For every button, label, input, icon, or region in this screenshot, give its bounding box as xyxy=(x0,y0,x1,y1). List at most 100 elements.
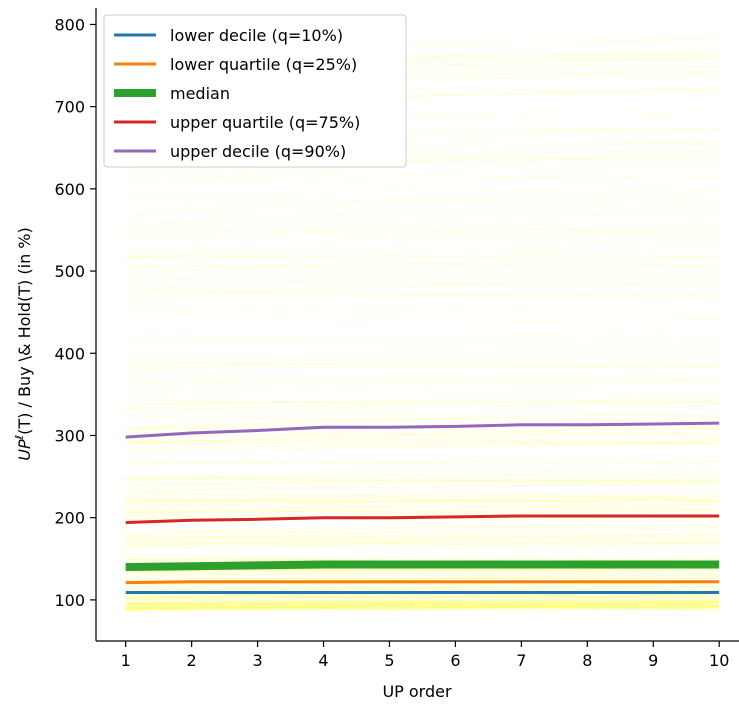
background-path xyxy=(125,217,720,226)
background-path xyxy=(125,210,720,234)
background-path xyxy=(125,292,720,301)
background-path xyxy=(125,570,720,578)
background-path xyxy=(125,600,720,603)
background-path xyxy=(125,607,720,612)
background-path xyxy=(125,240,720,259)
background-path xyxy=(125,597,720,600)
background-path xyxy=(125,257,720,275)
x-tick-label: 8 xyxy=(582,651,592,670)
background-path xyxy=(125,273,720,277)
background-path xyxy=(125,441,720,452)
background-path xyxy=(125,225,720,236)
background-path xyxy=(125,427,720,444)
background-path xyxy=(125,605,720,610)
background-path xyxy=(125,491,720,498)
background-path xyxy=(125,540,720,547)
background-path xyxy=(125,602,720,607)
background-path xyxy=(125,605,720,611)
background-path xyxy=(125,593,720,600)
x-tick-label: 5 xyxy=(384,651,394,670)
background-path xyxy=(125,509,720,514)
background-path xyxy=(125,598,720,605)
y-tick-label: 400 xyxy=(54,344,85,363)
axes-frame xyxy=(95,8,739,642)
background-path xyxy=(125,607,720,612)
background-path xyxy=(125,397,720,407)
background-path xyxy=(125,433,720,437)
background-path xyxy=(125,205,720,228)
background-path xyxy=(125,352,720,368)
background-path xyxy=(125,364,720,369)
background-path xyxy=(125,232,720,253)
background-path xyxy=(125,498,720,506)
background-path xyxy=(125,601,720,609)
x-tick-label: 6 xyxy=(450,651,460,670)
background-path xyxy=(125,576,720,582)
background-path xyxy=(125,534,720,543)
background-path xyxy=(125,190,720,219)
y-tick-label: 500 xyxy=(54,262,85,281)
x-tick-label: 3 xyxy=(252,651,262,670)
background-path xyxy=(125,361,720,366)
background-path xyxy=(125,377,720,396)
background-path xyxy=(125,540,720,544)
background-path xyxy=(125,602,720,606)
x-axis-ticks: 1 2 3 4 5 6 7 8 9 10 xyxy=(121,641,729,670)
y-tick-label: 200 xyxy=(54,509,85,528)
background-path xyxy=(125,566,720,573)
background-path xyxy=(125,170,720,179)
background-path xyxy=(125,599,720,607)
background-path xyxy=(125,483,720,492)
background-path xyxy=(125,390,720,399)
background-path xyxy=(125,441,720,456)
background-path xyxy=(125,306,720,312)
background-path xyxy=(125,356,720,373)
background-path xyxy=(125,318,720,336)
x-tick-label: 2 xyxy=(187,651,197,670)
background-path xyxy=(125,595,720,600)
background-path xyxy=(125,499,720,510)
background-path xyxy=(125,542,720,546)
background-path xyxy=(125,478,720,487)
series-line xyxy=(125,421,720,439)
x-axis-label: UP order xyxy=(382,682,452,701)
background-path xyxy=(125,469,720,480)
background-path xyxy=(125,401,720,409)
series-line xyxy=(125,560,720,571)
background-path xyxy=(125,497,720,502)
background-path xyxy=(125,460,720,465)
background-path xyxy=(125,414,720,423)
background-path xyxy=(125,371,720,390)
legend-items: lower decile (q=10%) lower quartile (q=25… xyxy=(114,26,360,161)
background-path xyxy=(125,440,720,444)
background-path xyxy=(125,339,720,344)
background-path xyxy=(125,603,720,608)
background-path xyxy=(125,226,720,235)
background-path xyxy=(125,400,720,405)
background-path xyxy=(125,573,720,577)
background-path xyxy=(125,355,720,367)
background-path xyxy=(125,596,720,601)
background-path xyxy=(125,601,720,605)
y-axis-label-superscript: ℓ xyxy=(13,435,26,441)
background-path xyxy=(125,472,720,480)
background-path xyxy=(125,403,720,416)
background-path xyxy=(125,290,720,298)
background-path xyxy=(125,228,720,236)
background-path xyxy=(125,602,720,607)
background-path xyxy=(125,511,720,520)
background-path xyxy=(125,377,720,384)
background-path xyxy=(125,482,720,495)
background-path xyxy=(125,439,720,443)
background-path xyxy=(125,175,720,184)
background-path xyxy=(125,436,720,445)
x-tick-label: 10 xyxy=(709,651,729,670)
background-path xyxy=(125,431,720,445)
y-tick-label: 300 xyxy=(54,426,85,445)
series-line xyxy=(125,580,720,585)
background-path xyxy=(125,441,720,446)
legend: lower decile (q=10%) lower quartile (q=25… xyxy=(103,14,407,168)
background-path xyxy=(125,576,720,581)
background-path xyxy=(125,476,720,483)
background-path xyxy=(125,599,720,605)
